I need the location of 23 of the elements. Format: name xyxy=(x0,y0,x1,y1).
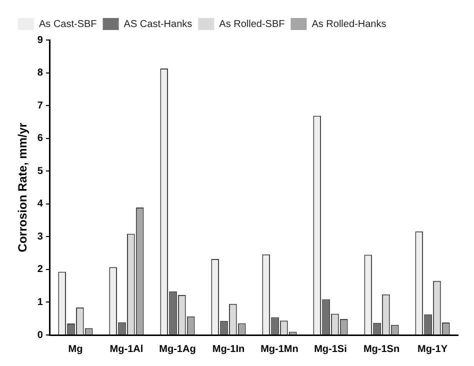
legend-label: AS Cast-Hanks xyxy=(124,18,192,30)
y-tick-label: 5 xyxy=(37,166,44,177)
y-tick-label: 6 xyxy=(37,133,44,144)
y-tick-label: 8 xyxy=(37,68,44,79)
x-tick-label: Mg-1Mn xyxy=(260,344,298,355)
x-tick-label: Mg-1Al xyxy=(110,344,144,355)
x-tick-label: Mg-1Sn xyxy=(363,344,400,355)
y-tick-label: 1 xyxy=(37,296,44,308)
legend-label: As Rolled-SBF xyxy=(219,18,285,30)
y-tick-label: 9 xyxy=(37,34,44,46)
y-tick-label: 4 xyxy=(37,198,44,210)
x-tick-label: Mg xyxy=(68,344,83,355)
y-tick-label: 7 xyxy=(37,100,44,112)
x-tick-label: Mg-1Ag xyxy=(159,344,196,355)
y-tick-label: 0 xyxy=(37,330,44,341)
x-tick-label: Mg-1Si xyxy=(314,344,348,355)
x-tick-label: Mg-1Y xyxy=(418,344,448,355)
y-axis-title: Corrosion Rate, mm/yr xyxy=(16,122,30,252)
y-tick-label: 3 xyxy=(37,231,44,242)
legend-label: As Cast-SBF xyxy=(39,18,97,30)
x-tick-label: Mg-1In xyxy=(212,344,245,355)
y-tick-label: 2 xyxy=(37,264,44,276)
legend-label: As Rolled-Hanks xyxy=(312,18,386,30)
